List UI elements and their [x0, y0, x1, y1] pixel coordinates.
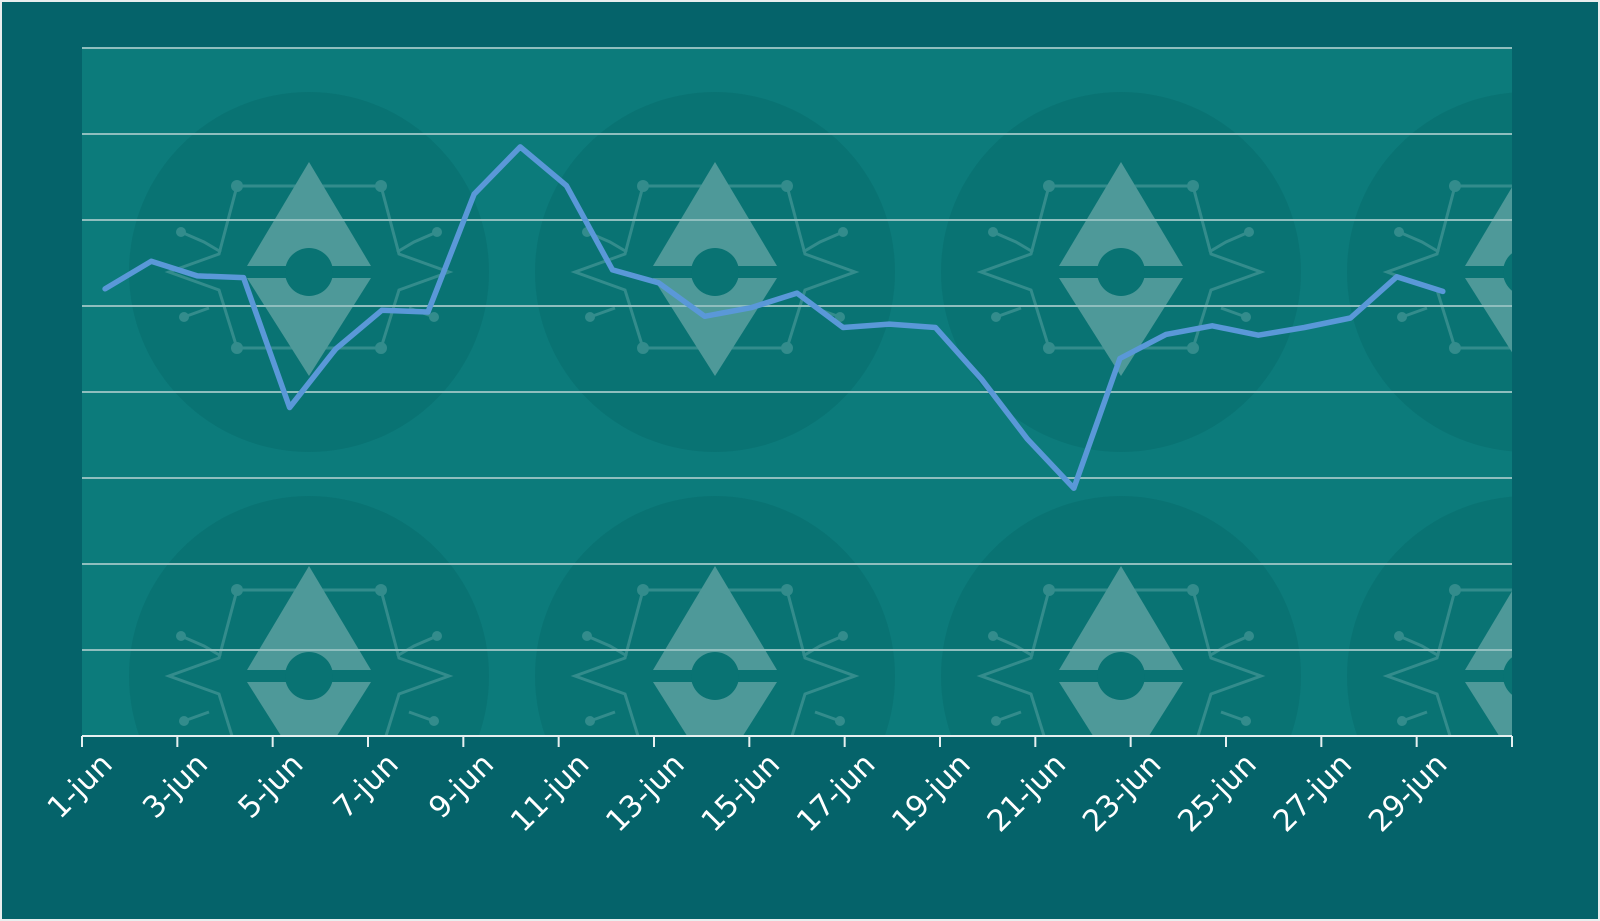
x-tick-label: 21-jun: [981, 747, 1073, 839]
x-tick-label: 23-jun: [1076, 747, 1168, 839]
x-tick-label: 11-jun: [504, 747, 596, 839]
x-tick-label: 25-jun: [1171, 747, 1263, 839]
x-tick-label: 13-jun: [599, 747, 691, 839]
gridlines: [82, 47, 1512, 651]
series: [102, 144, 1446, 492]
x-tick-label: 5-jun: [232, 747, 311, 826]
x-tick-label: 19-jun: [885, 747, 977, 839]
x-tick-label: 1-jun: [41, 747, 120, 826]
x-tick-label: 7-jun: [327, 747, 406, 826]
x-axis: 1-jun 3-jun 5-jun 7-jun 9-jun 11-jun 13-jun 15-…: [41, 735, 1513, 839]
x-tick-label: 3-jun: [136, 747, 215, 826]
x-tick-label: 17-jun: [790, 747, 882, 839]
x-tick-label: 29-jun: [1362, 747, 1454, 839]
x-tick-label: 15-jun: [695, 747, 787, 839]
series-line: [102, 144, 1446, 492]
ethereum-logo-icon: [533, 90, 897, 454]
x-tick-label: 9-jun: [422, 747, 501, 826]
x-tick-label: 27-jun: [1267, 747, 1359, 839]
